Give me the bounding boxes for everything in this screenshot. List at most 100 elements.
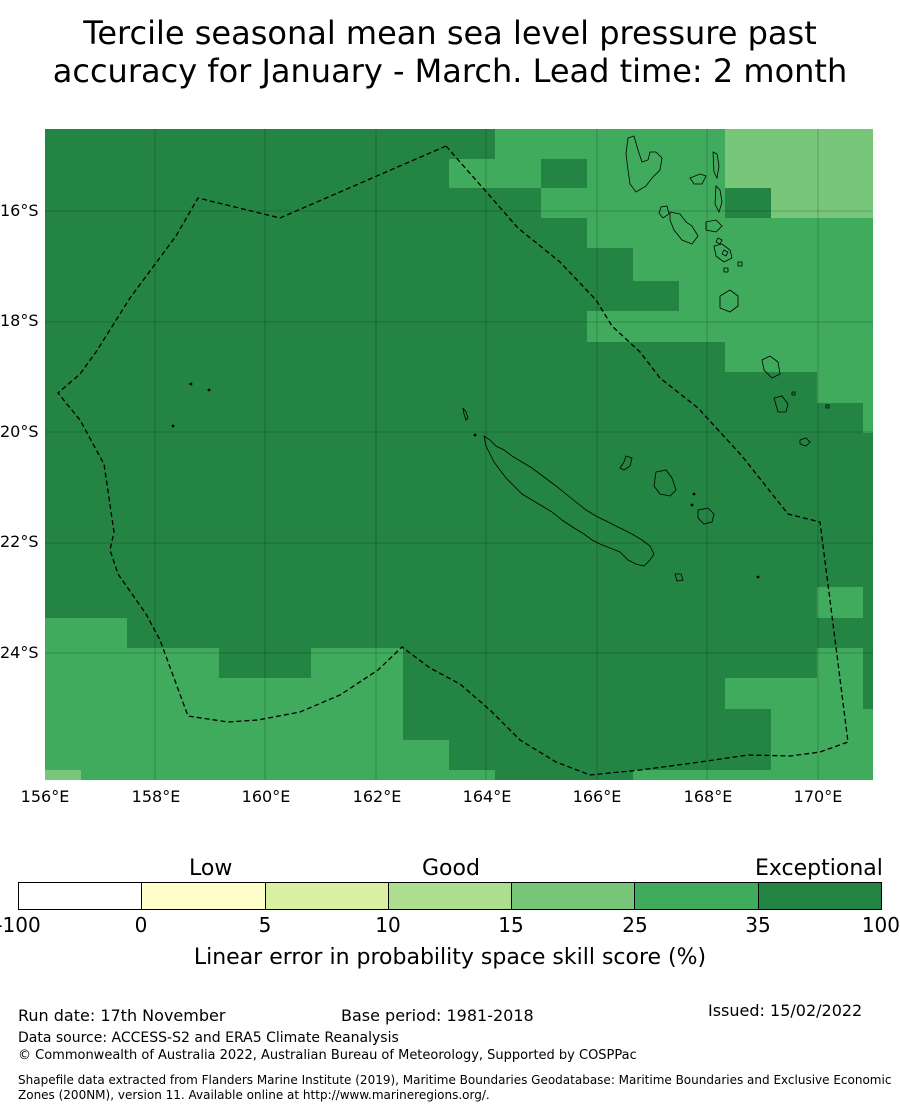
- colorbar-tick: 10: [375, 913, 401, 937]
- lat-label-16s: 16°S: [0, 201, 39, 220]
- run-date: Run date: 17th November: [18, 1006, 226, 1025]
- maewo-coastline: [712, 151, 720, 180]
- small-islet-3-coastline: [791, 391, 796, 396]
- lon-label-156e: 156°E: [20, 787, 70, 806]
- skill-map: [45, 129, 873, 780]
- colorbar-tick: 15: [498, 913, 524, 937]
- pentecost-coastline: [714, 185, 723, 214]
- reef-dot: [207, 388, 211, 392]
- data-source: Data source: ACCESS-S2 and ERA5 Climate …: [18, 1030, 399, 1046]
- grid-cell-good: [45, 770, 495, 780]
- epi-coastline: [715, 237, 723, 245]
- grid-cell-good-light: [45, 770, 81, 780]
- colorbar-segment: [142, 883, 266, 909]
- colorbar-tick: -100: [0, 913, 41, 937]
- grid-cell-good: [679, 281, 873, 311]
- shapefile-credit-line-1: Shapefile data extracted from Flanders M…: [18, 1073, 892, 1087]
- colorbar: [18, 882, 882, 910]
- grid-cell-exceptional: [541, 159, 587, 188]
- legend-category-good: Good: [422, 856, 480, 881]
- grid-cell-good: [863, 709, 873, 780]
- colorbar-segment: [512, 883, 636, 909]
- title-line-1: Tercile seasonal mean sea level pressure…: [83, 14, 817, 52]
- colorbar-tick: 35: [745, 913, 771, 937]
- lon-label-170e: 170°E: [793, 787, 843, 806]
- grid-cell-exceptional: [587, 248, 633, 281]
- small-islet-4-coastline: [825, 404, 830, 409]
- colorbar-title: Linear error in probability space skill …: [193, 945, 707, 970]
- grid-cell-good: [45, 678, 403, 709]
- grid-cell-good-light: [725, 129, 873, 188]
- base-period: Base period: 1981-2018: [341, 1006, 534, 1025]
- lat-label-18s: 18°S: [0, 311, 39, 330]
- lat-label-22s: 22°S: [0, 532, 39, 551]
- colorbar-segment: [635, 883, 759, 909]
- grid-cell-good: [771, 709, 863, 740]
- ambae-coastline: [689, 173, 707, 185]
- grid-cell-good: [311, 648, 403, 678]
- grid-cell-good: [45, 740, 449, 770]
- shapefile-credit-line-2: Zones (200NM), version 11. Available onl…: [18, 1088, 490, 1102]
- graticule: [45, 129, 873, 780]
- grid-cell-good: [725, 678, 817, 709]
- reef-dot: [690, 503, 694, 507]
- efate-coastline: [713, 243, 733, 263]
- colorbar-tick: 100: [861, 913, 900, 937]
- belep-islands-coastline: [462, 407, 469, 421]
- grid-cell-good: [587, 311, 873, 342]
- lon-label-166e: 166°E: [572, 787, 622, 806]
- lat-label-24s: 24°S: [0, 643, 39, 662]
- grid-cell-good: [449, 159, 541, 188]
- erromango-coastline: [719, 289, 739, 313]
- lifou-coastline: [653, 469, 677, 497]
- reef-dot: [473, 433, 477, 437]
- espiritu-santo-coastline: [625, 135, 663, 193]
- lon-label-162e: 162°E: [352, 787, 402, 806]
- grid-cell-exceptional: [587, 281, 679, 311]
- grid-cell-good: [45, 618, 127, 648]
- grid-cell-good: [495, 129, 725, 159]
- skill-grid: [45, 129, 873, 780]
- legend-category-exceptional: Exceptional: [755, 856, 883, 881]
- malekula-coastline: [669, 211, 699, 245]
- colorbar-tick: 25: [622, 913, 648, 937]
- mare-coastline: [697, 507, 715, 525]
- grid-cell-good: [633, 248, 873, 281]
- grid-cell-good-light: [771, 188, 873, 218]
- lon-label-168e: 168°E: [683, 787, 733, 806]
- eez-boundary: [57, 145, 849, 776]
- reef-dot: [189, 382, 193, 386]
- reef-dot: [756, 575, 760, 579]
- grid-cell-good: [817, 648, 863, 709]
- grid-cell-good: [45, 709, 403, 740]
- grid-cell-good: [771, 740, 873, 770]
- shepherd-islands-coastline: [721, 249, 729, 257]
- chart-title: Tercile seasonal mean sea level pressure…: [0, 14, 900, 90]
- reef-dot: [171, 424, 175, 428]
- aneityum-coastline: [773, 395, 789, 413]
- grid-cell-good: [541, 188, 725, 218]
- lon-label-158e: 158°E: [131, 787, 181, 806]
- hunter-island-coastline: [799, 437, 811, 447]
- reef-dot: [692, 492, 696, 496]
- title-line-2: accuracy for January - March. Lead time:…: [52, 52, 848, 90]
- lon-label-160e: 160°E: [241, 787, 291, 806]
- lat-label-20s: 20°S: [0, 422, 39, 441]
- grid-cell-good: [633, 770, 873, 780]
- colorbar-tick: 0: [134, 913, 148, 937]
- copyright: © Commonwealth of Australia 2022, Austra…: [18, 1048, 637, 1063]
- grid-cell-good: [725, 342, 873, 372]
- colorbar-segment: [758, 883, 881, 909]
- colorbar-segment: [265, 883, 389, 909]
- legend-category-low: Low: [189, 856, 233, 881]
- grid-cell-good: [587, 218, 873, 248]
- grid-cell-good: [817, 372, 873, 403]
- malo-coastline: [658, 205, 670, 219]
- new-caledonia-coastline: [483, 435, 655, 567]
- grid-cell-good: [45, 648, 219, 678]
- grid-cell-good: [863, 403, 873, 433]
- ouvea-coastline: [619, 455, 633, 471]
- coastlines: [171, 135, 830, 582]
- grid-cell-good: [817, 587, 863, 618]
- small-islet-2-coastline: [723, 267, 729, 273]
